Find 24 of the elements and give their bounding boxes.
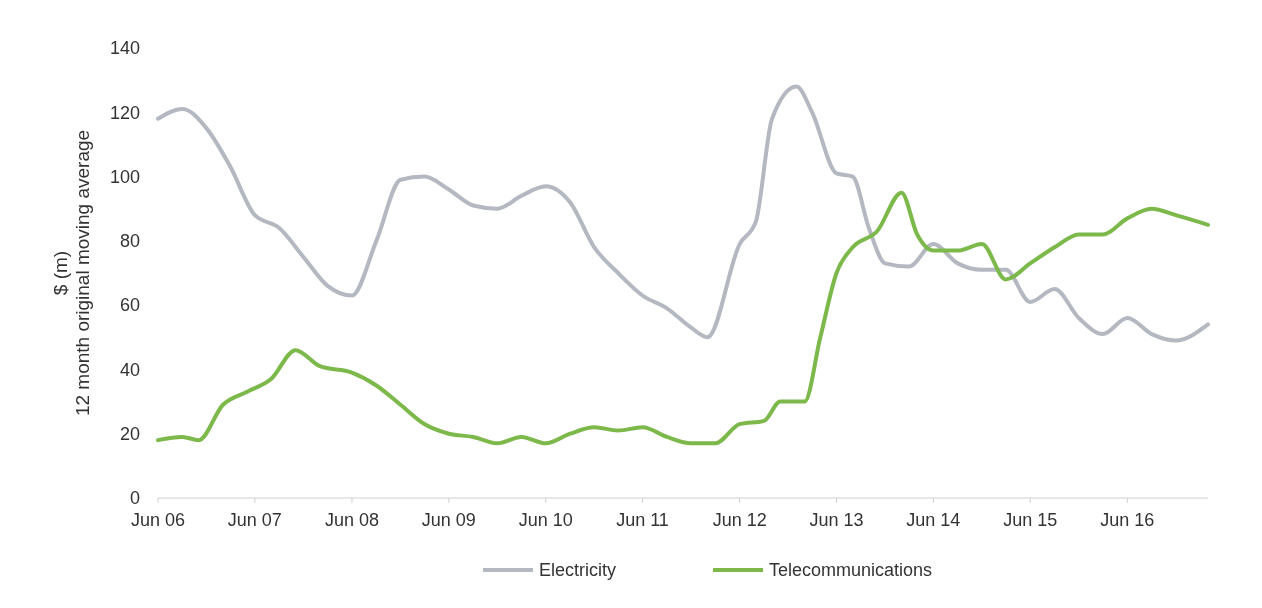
y-tick-label: 120 [109,102,140,123]
y-tick-label: 140 [109,38,140,59]
x-tick-label: Jun 06 [130,510,186,530]
x-tick-label: Jun 14 [906,510,961,530]
x-tick-label: Jun 11 [616,510,669,530]
y-tick-label: 40 [119,359,140,380]
y-axis-title: $ (m) 12 month original moving average [50,129,93,417]
line-series [156,190,1210,446]
x-tick-label: Jun 08 [324,510,379,530]
x-tick-label: Jun 10 [518,510,573,530]
y-tick-label: 100 [109,166,140,187]
x-tick-label: Jun 12 [712,510,767,530]
x-tick-label: Jun 07 [227,510,282,530]
y-tick-label: 20 [119,424,140,445]
legend-label: Telecommunications [769,560,933,581]
legend-label: Electricity [539,560,617,581]
x-tick-label: Jun 15 [1003,510,1058,530]
x-tick-label: Jun 16 [1100,510,1155,530]
y-tick-label: 60 [119,295,140,316]
y-tick-label: 80 [119,231,140,252]
x-tick-label: Jun 13 [809,510,864,530]
y-tick-label: 0 [129,488,140,509]
line-series [156,84,1210,343]
x-tick-label: Jun 09 [421,510,476,530]
